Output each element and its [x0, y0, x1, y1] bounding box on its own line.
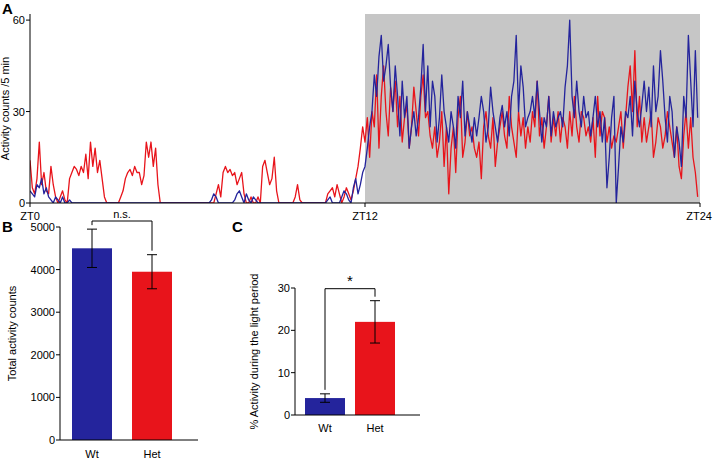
- x-tick: [365, 203, 366, 207]
- error-cap: [370, 300, 380, 301]
- y-tick: [26, 111, 30, 112]
- x-tick: [30, 203, 31, 207]
- category-label: Het: [143, 448, 160, 460]
- error-bar: [370, 301, 380, 343]
- error-stem: [325, 394, 326, 402]
- y-axis-label: Total activity counts: [6, 285, 18, 381]
- y-tick-label: 3000: [31, 306, 55, 318]
- panel-label: C: [232, 218, 243, 235]
- category-label: Wt: [85, 448, 98, 460]
- x-axis: [295, 415, 420, 416]
- y-tick: [56, 440, 60, 441]
- y-tick-label: 60: [13, 14, 25, 26]
- bar: [132, 272, 172, 440]
- panel-a: AZT0ZT12ZT2403060Activity counts /5 min: [0, 0, 712, 222]
- x-tick-label: ZT12: [352, 210, 378, 222]
- y-tick-label: 5000: [31, 221, 55, 233]
- error-cap: [320, 393, 330, 394]
- y-axis: [60, 227, 61, 440]
- x-tick-label: ZT24: [686, 210, 712, 222]
- y-tick: [56, 227, 60, 228]
- y-tick: [56, 354, 60, 355]
- activity-line: [30, 20, 698, 203]
- error-bar: [87, 229, 97, 267]
- annotation: *: [347, 272, 353, 289]
- y-tick: [291, 372, 295, 373]
- y-tick-label: 0: [284, 409, 290, 421]
- y-tick: [291, 288, 295, 289]
- y-tick: [26, 20, 30, 21]
- y-tick: [56, 397, 60, 398]
- y-tick: [291, 415, 295, 416]
- bar: [72, 248, 112, 440]
- y-axis-label: Activity counts /5 min: [0, 57, 11, 160]
- error-cap: [320, 402, 330, 403]
- x-axis: [60, 440, 198, 441]
- error-cap: [147, 254, 157, 255]
- bracket: [325, 289, 375, 390]
- y-tick-label: 1000: [31, 391, 55, 403]
- category-label: Het: [366, 422, 383, 434]
- x-tick: [700, 203, 701, 207]
- error-cap: [147, 288, 157, 289]
- y-tick: [26, 203, 30, 204]
- error-stem: [152, 255, 153, 289]
- error-cap: [370, 343, 380, 344]
- panel-label: B: [2, 218, 13, 235]
- error-cap: [87, 267, 97, 268]
- error-stem: [375, 301, 376, 343]
- plot-area: [305, 301, 395, 415]
- category-label: Wt: [318, 422, 331, 434]
- y-tick-label: 30: [278, 282, 290, 294]
- error-bar: [320, 394, 330, 402]
- bracket: [92, 221, 152, 251]
- y-tick: [56, 269, 60, 270]
- panel-b: B Wt Het n.s. 0 1000 2000 3000 4000 5000 Total act…: [2, 208, 198, 460]
- y-tick-label: 10: [278, 367, 290, 379]
- y-tick-label: 0: [19, 197, 25, 209]
- annotation: n.s.: [113, 208, 131, 220]
- y-tick: [291, 330, 295, 331]
- panel-label: A: [2, 0, 13, 17]
- plot-area: [72, 229, 172, 440]
- y-tick-label: 4000: [31, 264, 55, 276]
- error-bar: [147, 255, 157, 289]
- y-axis: [295, 288, 296, 415]
- y-tick: [56, 312, 60, 313]
- y-tick-label: 0: [49, 434, 55, 446]
- panel-c: C Wt Het * 0 10 20 30 % Activity during the ligh…: [232, 218, 420, 434]
- y-tick-label: 2000: [31, 349, 55, 361]
- y-axis: [30, 14, 31, 203]
- plot-area: [30, 14, 700, 203]
- figure: AZT0ZT12ZT2403060Activity counts /5 minB…: [0, 0, 714, 467]
- y-tick-label: 20: [278, 324, 290, 336]
- error-stem: [92, 229, 93, 267]
- y-tick-label: 30: [13, 106, 25, 118]
- error-cap: [87, 229, 97, 230]
- y-axis-label: % Activity during the light period: [248, 274, 260, 430]
